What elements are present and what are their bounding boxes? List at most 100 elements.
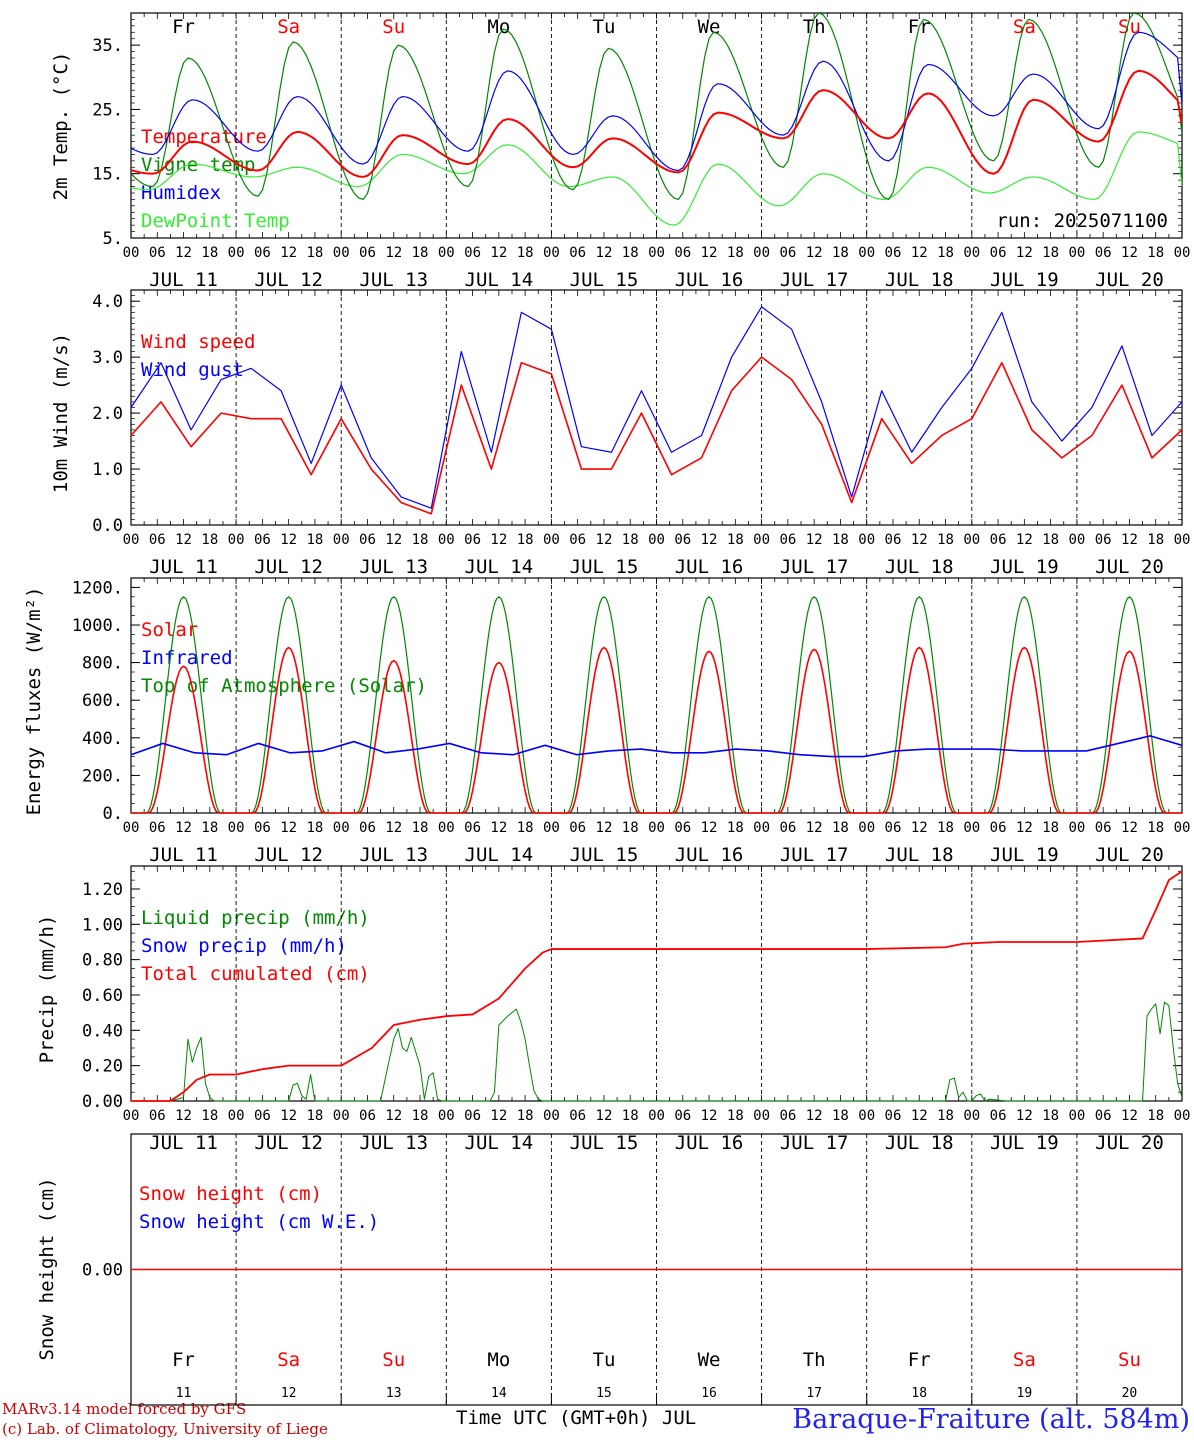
hour-tick-label: 00 xyxy=(963,1108,980,1124)
day-name-bottom: Su xyxy=(1118,1349,1141,1371)
date-label: JUL 17 xyxy=(780,844,849,866)
day-name-bottom: Fr xyxy=(172,1349,195,1371)
y-tick-label: 0.20 xyxy=(82,1057,123,1077)
hour-tick-label: 06 xyxy=(149,245,166,261)
hour-tick-label: 18 xyxy=(1042,532,1059,548)
hour-tick-label: 06 xyxy=(674,820,691,836)
date-label: JUL 15 xyxy=(570,556,639,578)
hour-tick-label: 12 xyxy=(911,245,928,261)
series-line-humidex xyxy=(131,31,1182,172)
hour-tick-label: 12 xyxy=(1016,820,1033,836)
hour-tick-label: 00 xyxy=(228,532,245,548)
hour-tick-label: 18 xyxy=(727,1108,744,1124)
hour-tick-label: 00 xyxy=(123,1108,140,1124)
hour-tick-label: 00 xyxy=(648,1108,665,1124)
date-label: JUL 14 xyxy=(465,1132,534,1154)
day-name-bottom: Fr xyxy=(908,1349,931,1371)
temperature-axis-title: 2m Temp. (°C) xyxy=(50,52,72,201)
hour-tick-label: 00 xyxy=(123,245,140,261)
date-label: JUL 17 xyxy=(780,556,849,578)
day-name-bottom: Sa xyxy=(277,1349,300,1371)
y-tick-label: 15. xyxy=(92,165,123,185)
hour-tick-label: 18 xyxy=(201,532,218,548)
day-name-top: Su xyxy=(1118,16,1141,38)
y-tick-label: 400. xyxy=(82,729,123,749)
run-label: run: 2025071100 xyxy=(996,210,1168,232)
panel-2-plot: 0. 200. 400. 600. 800. 1000. 1200. 00 06 12 18 00 06… xyxy=(72,577,1190,866)
hour-tick-label: 06 xyxy=(464,1108,481,1124)
hour-tick-label: 06 xyxy=(569,532,586,548)
hour-tick-label: 12 xyxy=(490,820,507,836)
date-label: JUL 13 xyxy=(359,556,428,578)
hour-tick-label: 00 xyxy=(438,1108,455,1124)
legend-liquid-precip: Liquid precip (mm/h) xyxy=(141,907,370,929)
wind-axis-title: 10m Wind (m/s) xyxy=(50,333,72,493)
hour-tick-label: 00 xyxy=(333,1108,350,1124)
date-label: JUL 11 xyxy=(149,1132,218,1154)
panel-energy: Energy fluxes (W/m²) Solar Infrared Top … xyxy=(23,587,427,816)
hour-tick-label: 12 xyxy=(806,820,823,836)
hour-tick-label: 18 xyxy=(306,245,323,261)
y-tick-label: 4.0 xyxy=(92,292,123,312)
hour-tick-label: 06 xyxy=(464,245,481,261)
hour-tick-label: 18 xyxy=(306,820,323,836)
y-tick-label: 0. xyxy=(103,804,123,824)
hour-tick-label: 06 xyxy=(359,532,376,548)
date-label: JUL 20 xyxy=(1095,556,1164,578)
hour-tick-label: 12 xyxy=(385,820,402,836)
hour-tick-label: 00 xyxy=(228,245,245,261)
legend-wind-speed: Wind speed xyxy=(141,331,255,353)
hour-tick-label: 00 xyxy=(543,820,560,836)
day-name-bottom: Mo xyxy=(487,1349,510,1371)
series-line-infrared xyxy=(130,735,1183,758)
hour-tick-label: 00 xyxy=(858,1108,875,1124)
hour-tick-label: 18 xyxy=(1042,1108,1059,1124)
date-label: JUL 18 xyxy=(885,1132,954,1154)
legend-total-cumulated: Total cumulated (cm) xyxy=(141,963,370,985)
y-tick-label: 800. xyxy=(82,654,123,674)
hour-tick-label: 18 xyxy=(517,245,534,261)
hour-tick-label: 06 xyxy=(674,1108,691,1124)
y-tick-label: 5. xyxy=(103,229,123,249)
day-number: 14 xyxy=(491,1386,507,1401)
hour-tick-label: 18 xyxy=(727,820,744,836)
hour-tick-label: 18 xyxy=(1147,245,1164,261)
legend-infrared: Infrared xyxy=(141,647,233,669)
date-label: JUL 13 xyxy=(359,844,428,866)
hour-tick-label: 06 xyxy=(885,532,902,548)
energy-axis-title: Energy fluxes (W/m²) xyxy=(23,587,45,816)
hour-tick-label: 00 xyxy=(648,532,665,548)
legend-vigne-temp: Vigne temp xyxy=(141,154,255,176)
hour-tick-label: 00 xyxy=(963,532,980,548)
date-label: JUL 11 xyxy=(149,556,218,578)
hour-tick-label: 06 xyxy=(569,245,586,261)
snow-legend: Snow height (cm) Snow height (cm W.E.) xyxy=(139,1183,379,1233)
hour-tick-label: 00 xyxy=(858,532,875,548)
date-label: JUL 18 xyxy=(885,844,954,866)
date-label: JUL 12 xyxy=(254,844,323,866)
date-label: JUL 16 xyxy=(675,844,744,866)
day-number: 19 xyxy=(1017,1386,1033,1401)
hour-tick-label: 12 xyxy=(280,820,297,836)
hour-tick-label: 00 xyxy=(858,820,875,836)
hour-tick-label: 00 xyxy=(1068,532,1085,548)
hour-tick-label: 18 xyxy=(1147,820,1164,836)
y-tick-label: 0.00 xyxy=(82,1092,123,1112)
hour-tick-label: 00 xyxy=(438,820,455,836)
date-label: JUL 19 xyxy=(990,556,1059,578)
day-name-bottom: Tu xyxy=(593,1349,616,1371)
hour-tick-label: 12 xyxy=(280,245,297,261)
legend-snow-height-we: Snow height (cm W.E.) xyxy=(139,1211,379,1233)
hour-tick-label: 06 xyxy=(885,1108,902,1124)
hour-tick-label: 00 xyxy=(753,532,770,548)
y-tick-label: 0.0 xyxy=(92,516,123,536)
date-label: JUL 17 xyxy=(780,269,849,291)
hour-tick-label: 12 xyxy=(1016,532,1033,548)
date-label: JUL 18 xyxy=(885,269,954,291)
hour-tick-label: 18 xyxy=(517,820,534,836)
hour-tick-label: 00 xyxy=(1174,532,1191,548)
date-label: JUL 11 xyxy=(149,844,218,866)
hour-tick-label: 06 xyxy=(674,245,691,261)
hour-tick-label: 12 xyxy=(175,820,192,836)
hour-tick-label: 06 xyxy=(464,820,481,836)
